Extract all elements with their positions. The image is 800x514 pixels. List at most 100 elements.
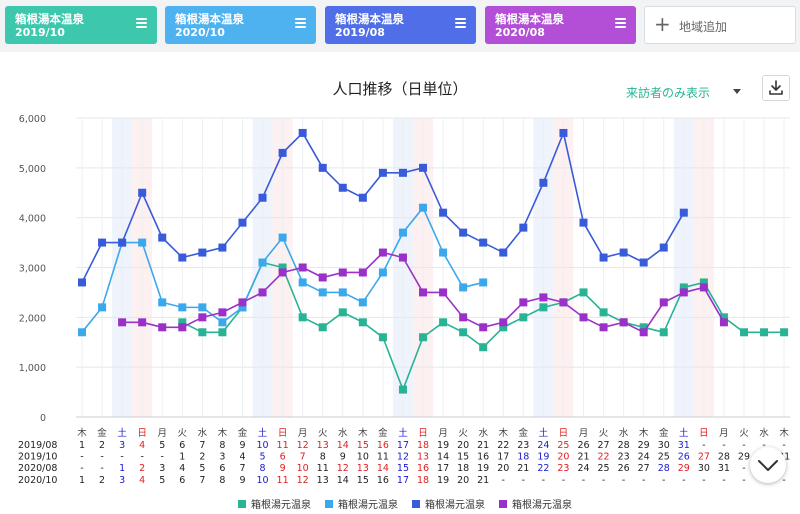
date-label: -	[80, 463, 83, 474]
y-tick-label: 2,000	[19, 313, 46, 324]
data-point	[98, 303, 107, 312]
data-point	[459, 283, 468, 292]
series-3	[78, 128, 688, 287]
date-label: -	[742, 475, 745, 486]
date-label: 11	[277, 440, 289, 451]
date-label: 14	[377, 463, 389, 474]
date-label: 23	[517, 440, 529, 451]
date-label: 10	[297, 463, 309, 474]
y-tick-label: 4,000	[19, 214, 46, 225]
date-label: 20	[557, 452, 569, 463]
region-card-month: 2019/10	[15, 26, 65, 39]
data-point	[338, 308, 347, 317]
date-row-label: 2020/08	[18, 463, 57, 474]
data-point	[760, 328, 769, 337]
data-point	[499, 318, 508, 327]
date-label: 2	[199, 452, 205, 463]
date-label: -	[100, 452, 103, 463]
data-point	[218, 328, 227, 337]
data-point	[298, 263, 307, 272]
date-label: 31	[678, 440, 690, 451]
date-label: 11	[317, 463, 329, 474]
weekday-label: 木	[77, 427, 87, 439]
date-label: 9	[280, 463, 286, 474]
weekday-label: 日	[418, 428, 428, 439]
date-label: -	[522, 475, 525, 486]
data-point	[338, 183, 347, 192]
date-label: 19	[537, 452, 549, 463]
date-label: -	[140, 452, 143, 463]
date-label: 16	[477, 452, 489, 463]
data-point	[439, 248, 448, 257]
date-label: 17	[437, 463, 449, 474]
scroll-down-button[interactable]	[750, 447, 786, 483]
data-point	[398, 385, 407, 394]
region-card-name: 箱根湯本温泉	[335, 12, 404, 26]
date-label: 18	[417, 475, 429, 486]
data-point	[519, 223, 528, 232]
data-point	[579, 313, 588, 322]
data-point	[439, 318, 448, 327]
date-label: 14	[337, 440, 349, 451]
date-label: 9	[239, 440, 245, 451]
date-label: -	[702, 475, 705, 486]
data-point	[198, 328, 207, 337]
y-tick-label: 0	[40, 413, 46, 424]
visitor-filter-dropdown[interactable]: 来訪者のみ表示	[626, 86, 711, 100]
date-label: 7	[199, 475, 205, 486]
legend-label: 箱根湯元温泉	[512, 498, 572, 511]
date-label: 6	[179, 440, 185, 451]
legend-swatch	[412, 500, 420, 508]
data-point	[459, 228, 468, 237]
legend-label: 箱根湯元温泉	[338, 498, 398, 511]
chart-title: 人口推移（日単位）	[332, 80, 468, 98]
chevron-down-icon[interactable]	[733, 89, 741, 94]
data-point	[238, 298, 247, 307]
date-label: 6	[219, 463, 225, 474]
date-label: 24	[537, 440, 549, 451]
date-label: 19	[437, 440, 449, 451]
date-label: 3	[119, 440, 125, 451]
weekday-label: 水	[759, 427, 769, 439]
weekday-label: 土	[679, 427, 689, 439]
data-point	[559, 128, 568, 137]
region-card-2[interactable]: 箱根湯本温泉 2020/10	[165, 6, 316, 44]
date-label: 13	[317, 440, 329, 451]
data-point	[479, 278, 488, 287]
weekday-label: 金	[519, 427, 529, 439]
date-label: 28	[618, 440, 630, 451]
date-label: 18	[417, 440, 429, 451]
y-tick-label: 5,000	[19, 164, 46, 175]
data-point	[679, 208, 688, 217]
date-label: 2	[99, 475, 105, 486]
weekday-label: 金	[659, 427, 669, 439]
menu-icon[interactable]	[136, 18, 147, 28]
data-point	[378, 333, 387, 342]
date-label: 25	[557, 440, 569, 451]
data-point	[358, 318, 367, 327]
add-region-button[interactable]: + 地域追加	[644, 6, 796, 44]
date-label: 2	[139, 463, 145, 474]
legend-swatch	[325, 500, 333, 508]
weekday-label: 水	[338, 427, 348, 439]
weekday-label: 土	[539, 427, 549, 439]
data-point	[519, 298, 528, 307]
region-card-1[interactable]: 箱根湯本温泉 2019/10	[5, 6, 157, 44]
data-point	[639, 328, 648, 337]
data-point	[599, 323, 608, 332]
menu-icon[interactable]	[455, 18, 466, 28]
region-card-4[interactable]: 箱根湯本温泉 2020/08	[485, 6, 636, 44]
region-card-3[interactable]: 箱根湯本温泉 2019/08	[325, 6, 476, 44]
download-button[interactable]	[762, 75, 790, 101]
weekday-label: 月	[719, 428, 729, 439]
date-label: -	[782, 475, 785, 486]
data-point	[178, 323, 187, 332]
menu-icon[interactable]	[615, 18, 626, 28]
date-label: 24	[638, 452, 650, 463]
weekday-label: 日	[559, 428, 569, 439]
menu-icon[interactable]	[295, 18, 306, 28]
weekday-label: 月	[438, 428, 448, 439]
date-label: 27	[638, 463, 650, 474]
date-label: -	[161, 452, 164, 463]
data-point	[118, 238, 127, 247]
